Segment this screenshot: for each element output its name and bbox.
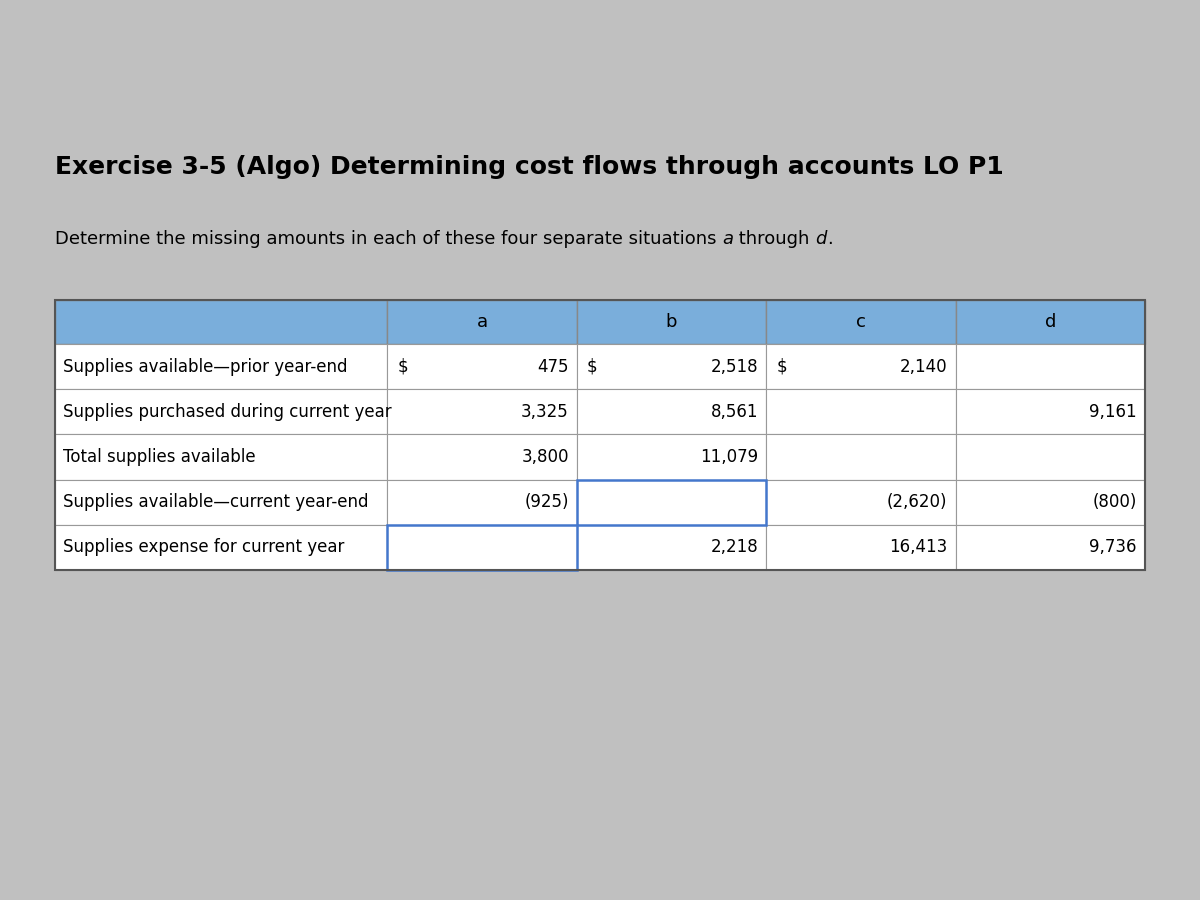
Text: Supplies available—prior year-end: Supplies available—prior year-end	[64, 357, 348, 375]
Bar	[55, 480, 388, 525]
Bar	[55, 435, 388, 480]
Text: (925): (925)	[524, 493, 569, 511]
Text: 2,218: 2,218	[710, 538, 758, 556]
Text: 9,161: 9,161	[1090, 403, 1138, 421]
Text: (2,620): (2,620)	[887, 493, 948, 511]
Bar	[955, 480, 1145, 525]
Text: Supplies expense for current year: Supplies expense for current year	[64, 538, 344, 556]
Text: .: .	[827, 230, 833, 248]
Text: d: d	[1045, 313, 1056, 331]
Bar	[388, 389, 577, 435]
Bar	[955, 344, 1145, 389]
Bar	[577, 389, 767, 435]
Bar	[955, 525, 1145, 570]
Bar	[767, 344, 955, 389]
Text: 11,079: 11,079	[700, 448, 758, 466]
Text: 3,325: 3,325	[521, 403, 569, 421]
Bar	[577, 480, 767, 525]
Text: 3,800: 3,800	[521, 448, 569, 466]
Bar	[767, 480, 955, 525]
Text: (800): (800)	[1093, 493, 1138, 511]
Bar	[767, 525, 955, 570]
Bar	[55, 389, 388, 435]
Text: 8,561: 8,561	[710, 403, 758, 421]
Text: $: $	[587, 357, 598, 375]
Bar	[955, 300, 1145, 344]
Bar	[388, 435, 577, 480]
Bar	[767, 389, 955, 435]
Text: 9,736: 9,736	[1090, 538, 1138, 556]
Text: $: $	[397, 357, 408, 375]
Text: a: a	[722, 230, 733, 248]
Bar	[388, 344, 577, 389]
Bar	[55, 300, 388, 344]
Bar	[55, 344, 388, 389]
Text: c: c	[856, 313, 866, 331]
Text: 475: 475	[538, 357, 569, 375]
Bar	[577, 300, 767, 344]
Text: Determine the missing amounts in each of these four separate situations: Determine the missing amounts in each of…	[55, 230, 722, 248]
Bar	[55, 300, 1145, 570]
Text: d: d	[815, 230, 827, 248]
Bar	[955, 435, 1145, 480]
Bar	[955, 389, 1145, 435]
Text: 2,518: 2,518	[710, 357, 758, 375]
Text: Supplies purchased during current year: Supplies purchased during current year	[64, 403, 391, 421]
Bar	[388, 300, 577, 344]
Text: $: $	[776, 357, 787, 375]
Text: 16,413: 16,413	[889, 538, 948, 556]
Bar	[767, 435, 955, 480]
Text: through: through	[733, 230, 815, 248]
Text: Exercise 3-5 (Algo) Determining cost flows through accounts LO P1: Exercise 3-5 (Algo) Determining cost flo…	[55, 155, 1003, 179]
Bar	[767, 300, 955, 344]
Bar	[388, 525, 577, 570]
Bar	[55, 525, 388, 570]
Text: Total supplies available: Total supplies available	[64, 448, 256, 466]
Text: 2,140: 2,140	[900, 357, 948, 375]
Text: b: b	[666, 313, 677, 331]
Text: Supplies available—current year-end: Supplies available—current year-end	[64, 493, 368, 511]
Bar	[388, 480, 577, 525]
Bar	[577, 525, 767, 570]
Bar	[577, 435, 767, 480]
Bar	[577, 344, 767, 389]
Text: a: a	[476, 313, 487, 331]
